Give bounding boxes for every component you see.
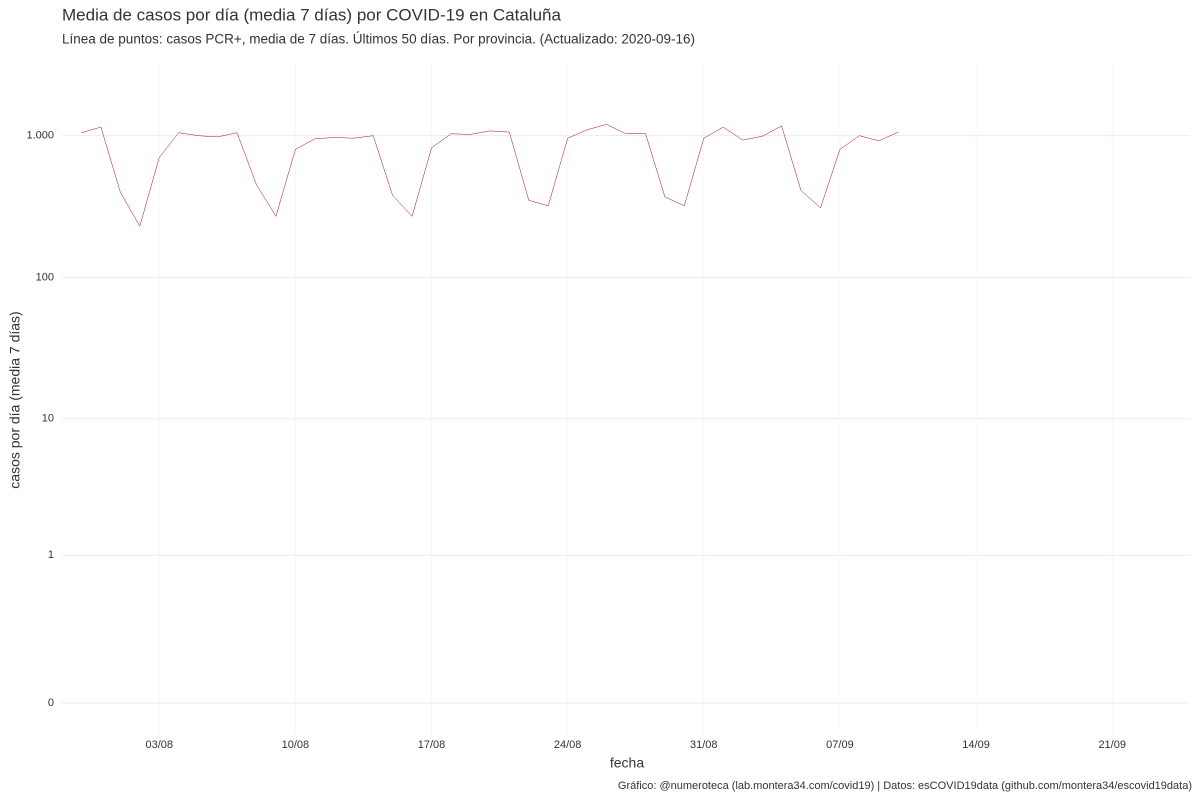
- x-tick-label: 03/08: [145, 739, 173, 751]
- daily-line: [81, 124, 899, 227]
- x-tick-label: 21/09: [1098, 739, 1126, 751]
- x-axis-title: fecha: [610, 755, 644, 771]
- y-axis-title: casos por día (media 7 días): [7, 311, 23, 488]
- x-tick-label: 24/08: [554, 739, 582, 751]
- x-tick-label: 14/09: [962, 739, 990, 751]
- y-tick-label: 1.000: [26, 130, 54, 142]
- x-tick-label: 31/08: [690, 739, 718, 751]
- y-tick-label: 100: [36, 271, 54, 283]
- caption: Gráfico: @numeroteca (lab.montera34.com/…: [618, 780, 1192, 792]
- y-tick-label: 1: [48, 549, 54, 561]
- x-tick-label: 07/09: [826, 739, 854, 751]
- x-tick-label: 10/08: [282, 739, 310, 751]
- chart-subtitle: Línea de puntos: casos PCR+, media de 7 …: [62, 32, 695, 47]
- y-tick-label: 0: [48, 697, 54, 709]
- chart-title: Media de casos por día (media 7 días) po…: [62, 5, 561, 24]
- x-tick-label: 17/08: [418, 739, 446, 751]
- y-tick-label: 10: [42, 413, 54, 425]
